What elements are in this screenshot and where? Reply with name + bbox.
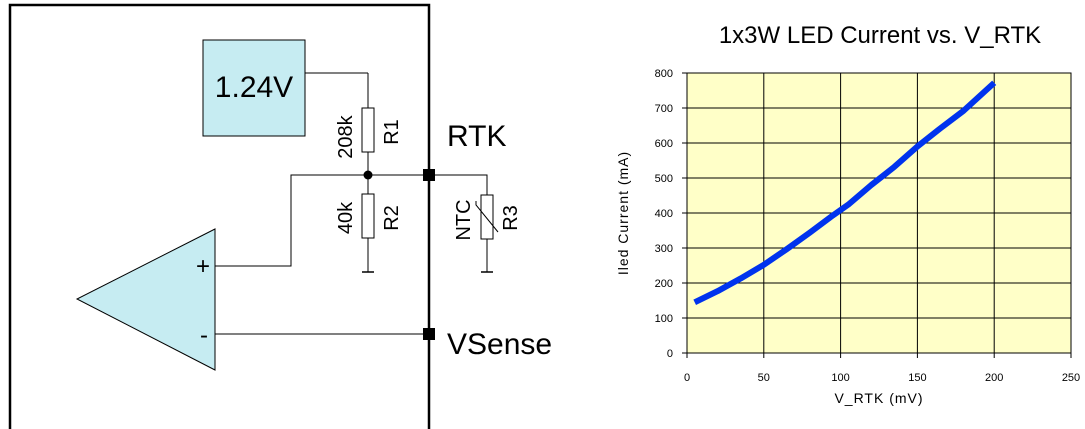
y-tick-label: 100 <box>655 313 673 325</box>
y-tick-label: 600 <box>655 138 673 150</box>
ntc-label: NTC <box>453 199 475 240</box>
vsense-pin <box>423 328 435 340</box>
opamp-minus-sign: - <box>200 322 208 349</box>
y-tick-label: 400 <box>655 208 673 220</box>
chart: 1x3W LED Current vs. V_RTK 0 50 100 150 200 2… <box>615 22 1080 406</box>
r2-name-label: R2 <box>381 205 403 231</box>
r2-value-label: 40k <box>335 201 357 234</box>
series-line <box>693 80 997 305</box>
reference-voltage-label: 1.24V <box>215 71 293 104</box>
grid-layer <box>687 73 1071 353</box>
rtk-pin-label: RTK <box>447 120 506 153</box>
x-tick-label: 0 <box>684 372 690 384</box>
series-layer <box>693 80 997 305</box>
y-tick-label: 500 <box>655 173 673 185</box>
opamp-triangle <box>75 228 216 371</box>
opamp-plus-sign: + <box>196 253 210 280</box>
y-tick-label: 300 <box>655 243 673 255</box>
r3-name-label: R3 <box>500 205 522 231</box>
rtk-pin <box>423 169 435 181</box>
chip-boundary <box>8 3 431 429</box>
schematic <box>8 3 499 429</box>
y-tick-label: 0 <box>667 348 673 360</box>
thermistor-slash <box>475 201 499 233</box>
y-tick-label: 700 <box>655 103 673 115</box>
x-tick-label: 50 <box>758 372 770 384</box>
wire-rtk-to-ntc <box>429 174 488 195</box>
x-axis-label: V_RTK (mV) <box>834 390 923 406</box>
x-tick-label: 100 <box>831 372 849 384</box>
y-tick-label: 800 <box>655 68 673 80</box>
reference-voltage-box <box>202 39 306 137</box>
x-tick-label: 250 <box>1062 372 1080 384</box>
vsense-pin-label: VSense <box>447 328 552 361</box>
chart-title: 1x3W LED Current vs. V_RTK <box>719 22 1041 49</box>
wire-node-to-plus-input <box>215 174 368 267</box>
y-axis-label: Iled Current (mA) <box>615 151 631 275</box>
x-tick-label: 200 <box>985 372 1003 384</box>
r1-name-label: R1 <box>381 119 403 145</box>
x-tick-label: 150 <box>908 372 926 384</box>
junction-dot <box>363 170 373 180</box>
thermistor-r3 <box>480 194 494 240</box>
resistor-r1 <box>361 107 375 153</box>
tick-layer: 0 50 100 150 200 250 0 100 200 300 400 500 600 700 800 <box>655 68 1081 384</box>
r1-value-label: 208k <box>335 114 357 158</box>
y-tick-label: 200 <box>655 278 673 290</box>
resistor-r2 <box>361 193 375 239</box>
